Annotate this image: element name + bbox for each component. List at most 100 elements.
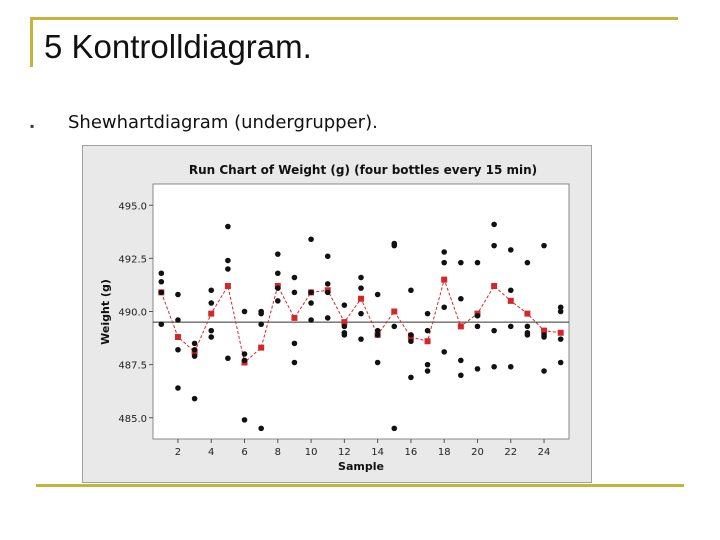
observation-point (241, 357, 248, 364)
y-tick-label: 495.0 (118, 201, 147, 212)
observation-point (541, 332, 547, 338)
observation-point (308, 289, 314, 296)
observation-point (324, 253, 331, 260)
y-tick-label: 492.5 (118, 254, 147, 265)
observation-point (458, 295, 464, 302)
observation-point (208, 327, 215, 334)
observation-point (158, 278, 165, 285)
observation-point (391, 242, 398, 249)
observation-point (374, 327, 381, 334)
x-tick-label: 4 (208, 447, 214, 458)
observation-point (341, 323, 348, 330)
observation-point (374, 291, 381, 298)
mean-marker (291, 314, 298, 321)
observation-point (374, 332, 381, 338)
observation-point (408, 287, 414, 294)
observation-point (275, 270, 281, 277)
observation-point (158, 270, 165, 277)
observation-point (557, 336, 564, 342)
observation-point (507, 363, 514, 370)
mean-marker (174, 334, 181, 340)
observation-point (458, 259, 464, 266)
observation-point (208, 334, 215, 340)
observation-point (391, 323, 398, 330)
mean-marker (441, 276, 448, 283)
observation-point (474, 366, 481, 372)
observation-point (408, 374, 414, 381)
observation-point (441, 259, 448, 266)
observation-point (358, 274, 364, 281)
observation-point (175, 385, 181, 391)
observation-point (491, 363, 497, 370)
x-tick-label: 10 (305, 447, 318, 458)
observation-point (208, 300, 215, 306)
observation-point (474, 312, 481, 319)
observation-point (491, 242, 497, 249)
observation-point (424, 368, 431, 374)
observation-point (424, 310, 431, 317)
observation-point (424, 327, 431, 334)
observation-point (358, 285, 364, 291)
chart-panel: Run Chart of Weight (g) (four bottles ev… (82, 145, 592, 483)
mean-marker (341, 319, 348, 326)
observation-point (524, 323, 531, 330)
observation-point (258, 310, 264, 317)
observation-point (275, 251, 281, 257)
observation-point (191, 353, 198, 359)
observation-point (241, 417, 248, 423)
mean-marker (424, 338, 431, 345)
observation-point (408, 332, 414, 338)
mean-marker (457, 323, 464, 330)
observation-point (275, 285, 281, 291)
slide-title: 5 Kontrolldiagram. (44, 28, 312, 65)
observation-point (358, 310, 364, 317)
observation-point (341, 332, 348, 338)
observation-point (491, 327, 497, 334)
observation-point (258, 321, 264, 328)
y-axis-label: Weight (g) (99, 279, 112, 345)
observation-point (275, 298, 281, 304)
x-tick-label: 6 (241, 447, 247, 458)
observation-point (507, 247, 514, 253)
observation-point (424, 361, 431, 368)
observation-point (441, 304, 448, 311)
observation-point (474, 323, 481, 330)
mean-marker (557, 329, 564, 336)
y-tick-label: 487.5 (118, 361, 147, 372)
mean-marker (391, 308, 398, 315)
y-tick-label: 485.0 (118, 414, 147, 425)
observation-point (524, 332, 531, 338)
observation-point (341, 302, 348, 308)
observation-point (491, 221, 497, 228)
observation-point (557, 308, 564, 315)
observation-point (158, 289, 165, 296)
observation-point (374, 359, 381, 366)
x-tick-label: 24 (538, 447, 551, 458)
mean-marker (258, 344, 265, 351)
run-chart: Run Chart of Weight (g) (four bottles ev… (99, 163, 570, 473)
observation-point (258, 425, 264, 432)
observation-point (541, 368, 547, 374)
observation-point (225, 355, 231, 362)
observation-point (191, 346, 198, 353)
accent-rule-bottom (36, 484, 684, 487)
observation-point (225, 223, 231, 230)
observation-point (324, 281, 331, 287)
bullet-text: Shewhartdiagram (undergrupper). (68, 112, 378, 133)
observation-point (225, 257, 231, 264)
observation-point (557, 359, 564, 366)
mean-marker (524, 310, 531, 317)
observation-point (441, 249, 448, 255)
observation-point (208, 287, 215, 294)
observation-point (175, 346, 181, 353)
observation-point (441, 349, 448, 355)
observation-point (524, 259, 531, 266)
observation-point (507, 287, 514, 294)
observation-point (557, 304, 564, 311)
x-tick-label: 20 (471, 447, 484, 458)
x-tick-label: 16 (405, 447, 418, 458)
accent-rule-left (30, 17, 33, 67)
observation-point (458, 372, 464, 379)
accent-rule-top (30, 17, 678, 20)
x-tick-label: 8 (275, 447, 281, 458)
